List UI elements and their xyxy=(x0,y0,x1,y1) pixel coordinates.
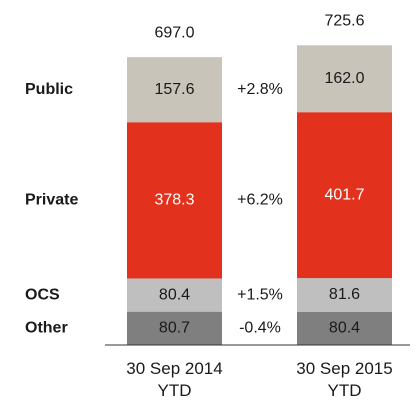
value-label: 401.7 xyxy=(324,186,364,203)
bar-segment xyxy=(297,278,392,312)
bar-segment xyxy=(297,45,392,113)
total-label: 697.0 xyxy=(154,24,194,41)
row-label: Public xyxy=(25,81,73,98)
bar-segment xyxy=(127,122,222,279)
value-label: 80.7 xyxy=(159,320,190,337)
change-label: -0.4% xyxy=(239,320,281,337)
value-label: 157.6 xyxy=(154,81,194,98)
x-tick-label: 30 Sep 2014 YTD xyxy=(126,359,223,400)
value-label: 80.4 xyxy=(329,320,360,337)
value-label: 378.3 xyxy=(154,192,194,209)
bar-segment xyxy=(127,311,222,345)
value-label: 80.4 xyxy=(159,286,190,303)
change-label: +2.8% xyxy=(237,81,283,98)
value-label: 81.6 xyxy=(329,286,360,303)
x-tick-label: 30 Sep 2015 YTD xyxy=(296,359,393,400)
bar-segment xyxy=(297,112,392,279)
row-label: OCS xyxy=(25,286,60,303)
value-label: 162.0 xyxy=(324,70,364,87)
row-label: Private xyxy=(25,192,78,209)
bar-segment xyxy=(127,57,222,123)
row-label: Other xyxy=(25,320,68,337)
bar-segment xyxy=(297,311,392,345)
change-label: +6.2% xyxy=(237,192,283,209)
total-label: 725.6 xyxy=(324,13,364,30)
bar-segment xyxy=(127,278,222,312)
change-label: +1.5% xyxy=(237,286,283,303)
